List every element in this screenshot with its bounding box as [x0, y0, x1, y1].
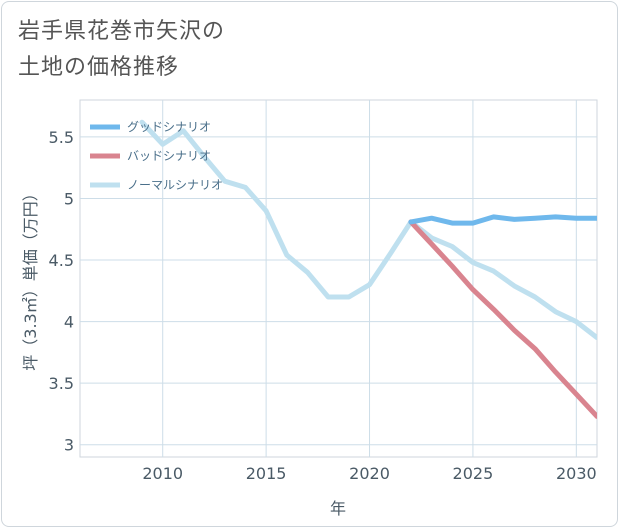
y-axis-label: 坪（3.3㎡）単価（万円） [21, 185, 40, 370]
x-tick-2020: 2020 [349, 464, 390, 483]
x-tick-labels: 2010 2015 2020 2025 2030 [142, 464, 596, 483]
series-line-bad [408, 219, 597, 419]
chart-title: 岩手県花巻市矢沢の 土地の価格推移 [18, 14, 225, 86]
x-axis-label: 年 [330, 499, 346, 518]
series-lines [139, 119, 597, 419]
legend-label-normal: ノーマルシナリオ [127, 178, 223, 192]
title-line-2: 土地の価格推移 [18, 55, 180, 80]
plot-area [79, 99, 598, 458]
y-tick-labels: 3 3.5 4 4.5 5 5.5 [49, 128, 74, 455]
x-tick-2015: 2015 [246, 464, 287, 483]
grid-lines [80, 100, 597, 457]
x-tick-2010: 2010 [142, 464, 183, 483]
x-tick-2025: 2025 [453, 464, 494, 483]
series-line-normal [139, 119, 597, 341]
series-line-good [408, 214, 597, 226]
y-tick-3: 3 [64, 436, 74, 455]
y-tick-5: 5 [64, 189, 74, 208]
y-tick-4-5: 4.5 [49, 251, 74, 270]
title-line-1: 岩手県花巻市矢沢の [18, 19, 226, 44]
legend-label-bad: バッドシナリオ [127, 149, 211, 163]
legend-label-good: グッドシナリオ [127, 120, 211, 134]
y-tick-3-5: 3.5 [49, 374, 74, 393]
x-tick-2030: 2030 [556, 464, 597, 483]
y-tick-4: 4 [64, 313, 74, 332]
y-tick-5-5: 5.5 [49, 128, 74, 147]
